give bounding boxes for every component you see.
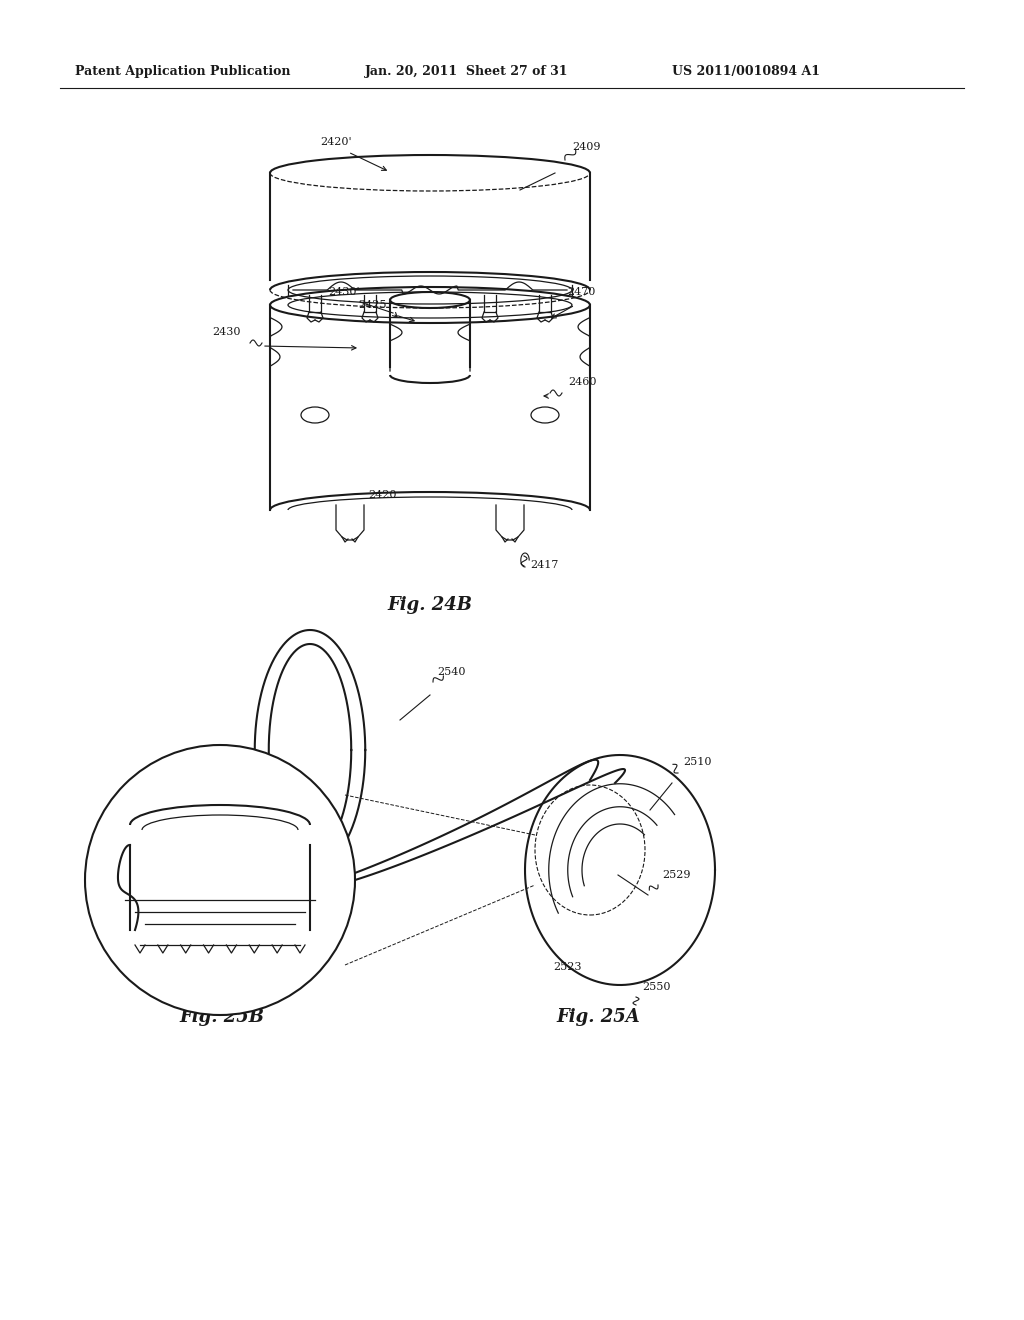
Text: 2460: 2460 [568,378,597,387]
Text: Fig. 25B: Fig. 25B [179,1008,264,1026]
Text: 2550: 2550 [642,982,671,993]
Text: Fig. 25A: Fig. 25A [556,1008,640,1026]
Text: 2420': 2420' [319,137,351,147]
Text: 2470: 2470 [567,286,595,297]
Text: 2417: 2417 [530,560,558,570]
Text: 2523: 2523 [553,962,582,972]
Text: 2550: 2550 [163,898,191,907]
Text: US 2011/0010894 A1: US 2011/0010894 A1 [672,65,820,78]
Text: 2505: 2505 [257,792,286,803]
Text: 2409: 2409 [572,143,600,152]
Text: 2425: 2425 [358,300,386,310]
Text: 2430: 2430 [212,327,241,337]
Text: 2523: 2523 [248,950,276,960]
Text: Patent Application Publication: Patent Application Publication [75,65,291,78]
Circle shape [85,744,355,1015]
Text: 2430': 2430' [328,286,359,297]
Text: 2510: 2510 [683,756,712,767]
Text: 2529: 2529 [662,870,690,880]
Text: Jan. 20, 2011  Sheet 27 of 31: Jan. 20, 2011 Sheet 27 of 31 [365,65,568,78]
Text: Fig. 24B: Fig. 24B [387,597,472,614]
Text: 2420: 2420 [368,490,396,500]
Text: 2540: 2540 [437,667,466,677]
Text: 2517: 2517 [163,812,191,822]
